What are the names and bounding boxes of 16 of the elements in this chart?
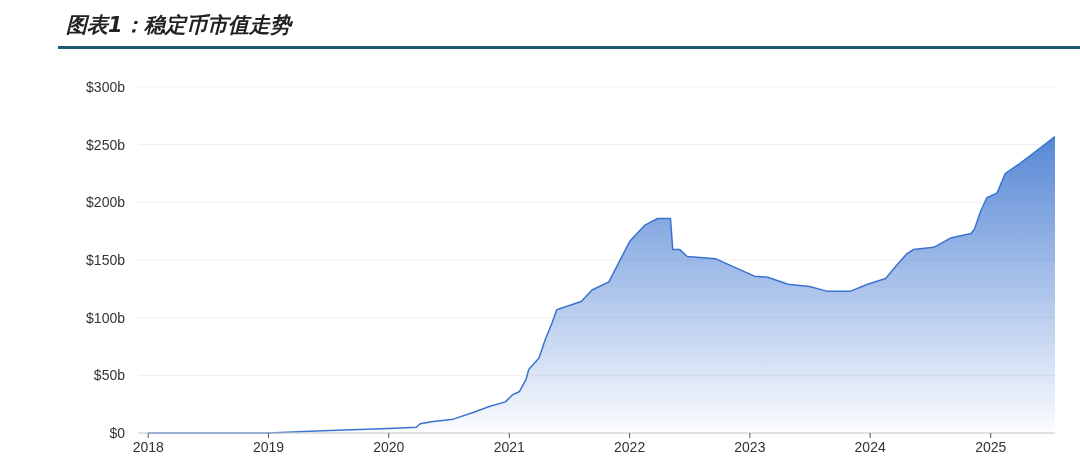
y-tick-label: $300b	[86, 79, 126, 95]
x-tick-label: 2025	[975, 439, 1007, 455]
x-tick-label: 2023	[734, 439, 766, 455]
x-tick-label: 2019	[252, 439, 285, 455]
y-tick-label: $200b	[86, 194, 126, 211]
y-tick-label: $150b	[86, 252, 126, 268]
x-tick-label: 2022	[614, 439, 646, 455]
y-tick-label: $250b	[86, 136, 126, 153]
y-tick-label: $0	[109, 425, 126, 441]
x-tick-label: 2020	[373, 439, 405, 455]
x-tick-label: 2024	[854, 439, 886, 455]
y-tick-label: $50b	[93, 367, 126, 384]
x-tick-label: 2021	[493, 439, 526, 455]
chart-title: 图表1：稳定币市值走势	[66, 13, 294, 37]
y-tick-label: $100b	[86, 309, 126, 326]
x-tick-label: 2018	[132, 439, 164, 455]
